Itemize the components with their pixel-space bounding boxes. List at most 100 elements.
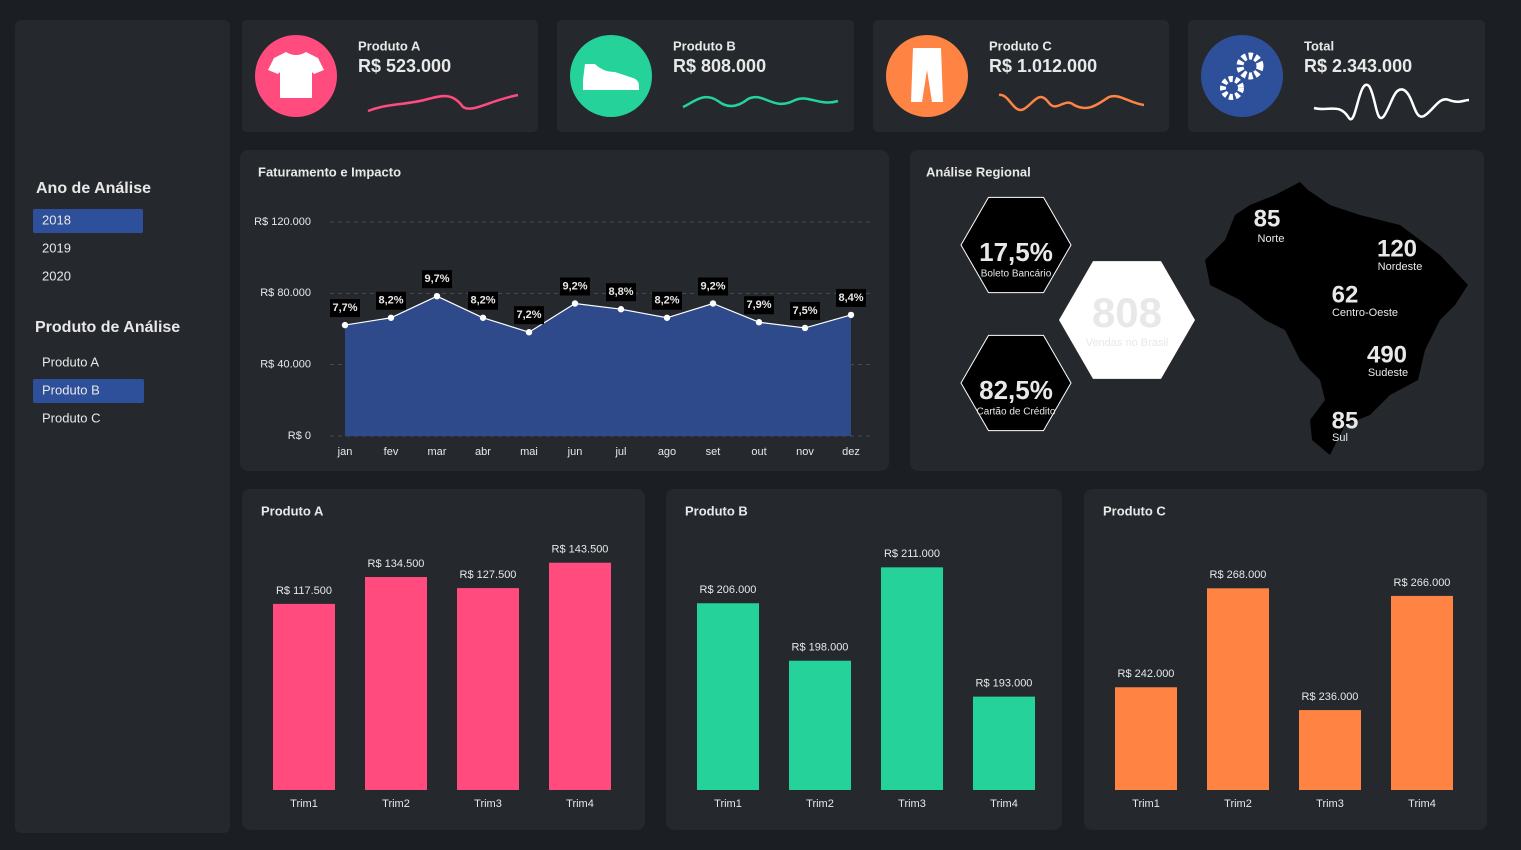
bar-label: R$ 236.000 <box>1302 691 1359 703</box>
bar <box>273 603 335 790</box>
region-name: Centro-Oeste <box>1332 307 1398 319</box>
x-tick-label: Trim3 <box>1316 798 1344 810</box>
x-tick-label: Trim1 <box>714 798 742 810</box>
kpi-name: Produto B <box>673 38 736 53</box>
x-tick-label: out <box>751 446 766 458</box>
x-tick-label: fev <box>384 446 399 458</box>
bar-panel <box>666 489 1062 830</box>
x-tick-label: jul <box>614 446 626 458</box>
x-tick-label: Trim2 <box>382 798 410 810</box>
region-name: Sudeste <box>1368 367 1408 379</box>
product-option[interactable]: Produto B <box>42 382 100 397</box>
bar <box>1391 595 1453 790</box>
point <box>801 324 809 332</box>
kpi-icon <box>1220 76 1244 100</box>
chart-title: Produto A <box>261 503 324 518</box>
kpi-icon-bg <box>886 35 968 117</box>
bar-label: R$ 198.000 <box>792 642 849 654</box>
bar <box>1207 588 1269 790</box>
x-tick-label: Trim4 <box>566 798 594 810</box>
product-option[interactable]: Produto C <box>42 410 101 425</box>
x-tick-label: mai <box>520 446 538 458</box>
brazil-map <box>1205 182 1468 455</box>
year-selected[interactable] <box>33 209 143 233</box>
region-value: 85 <box>1332 407 1359 434</box>
annotation-bg <box>744 296 774 315</box>
kpi-sparkline <box>682 95 839 109</box>
x-tick-label: Trim3 <box>474 798 502 810</box>
kpi-name: Produto A <box>358 38 421 53</box>
bar-label: R$ 127.500 <box>460 569 517 581</box>
region-name: Nordeste <box>1378 261 1423 273</box>
kpi-value: R$ 523.000 <box>358 56 451 76</box>
point <box>755 319 763 326</box>
kpi-icon <box>911 48 943 102</box>
annotation: 9,2% <box>700 280 725 292</box>
region-name: Sul <box>1332 432 1348 444</box>
bar <box>1299 710 1361 790</box>
annotation: 7,2% <box>516 309 541 321</box>
bar <box>549 562 611 790</box>
kpi-icon <box>583 64 639 90</box>
year-option[interactable]: 2020 <box>42 268 71 283</box>
kpi-value: R$ 2.343.000 <box>1304 56 1412 76</box>
annotation: 8,2% <box>378 295 403 307</box>
kpi-sparkline <box>1313 83 1470 121</box>
total-label: Vendas no Brasil <box>1086 337 1169 349</box>
x-tick-label: ago <box>658 446 676 458</box>
line <box>344 295 852 333</box>
x-tick-label: Trim4 <box>1408 798 1436 810</box>
chart-title: Produto B <box>685 503 748 518</box>
region-value: 120 <box>1377 235 1417 262</box>
annotation-bg <box>560 277 590 296</box>
year-option[interactable]: 2019 <box>42 240 71 255</box>
annotation: 8,4% <box>838 292 863 304</box>
x-tick-label: Trim4 <box>990 798 1018 810</box>
bar-label: R$ 206.000 <box>700 584 757 596</box>
bar <box>365 576 427 790</box>
bar <box>973 696 1035 790</box>
point <box>571 300 579 307</box>
annotation-bg <box>514 306 544 325</box>
area <box>345 296 851 436</box>
point <box>387 314 395 321</box>
x-tick-label: set <box>706 446 721 458</box>
annotation-bg <box>790 301 820 320</box>
annotation: 7,9% <box>746 299 771 311</box>
annotation-bg <box>422 270 452 289</box>
region-value: 490 <box>1367 341 1407 368</box>
annotation: 8,8% <box>608 286 633 298</box>
bar <box>1115 687 1177 790</box>
kpi-value: R$ 1.012.000 <box>989 56 1097 76</box>
bar <box>789 660 851 790</box>
year-title: Ano de Análise <box>36 180 151 197</box>
payment-hex <box>960 334 1072 432</box>
x-tick-label: Trim2 <box>806 798 834 810</box>
annotation: 8,2% <box>654 295 679 307</box>
kpi-name: Produto C <box>989 38 1052 53</box>
x-tick-label: mar <box>428 446 447 458</box>
bar <box>881 567 943 790</box>
bar <box>457 588 519 790</box>
x-tick-label: jan <box>337 446 353 458</box>
product-selected[interactable] <box>33 379 144 403</box>
annotation-bg <box>836 288 866 307</box>
annotation-bg <box>652 291 682 310</box>
kpi-sparkline <box>998 93 1145 112</box>
kpi-name: Total <box>1304 38 1334 53</box>
bar-label: R$ 117.500 <box>276 585 332 597</box>
total-hex <box>1059 261 1195 379</box>
kpi-icon <box>1236 52 1264 80</box>
annotation-bg <box>376 291 406 310</box>
annotation: 8,2% <box>470 295 495 307</box>
y-tick-label: R$ 0 <box>288 430 311 442</box>
region-value: 85 <box>1254 205 1281 232</box>
year-option[interactable]: 2018 <box>42 212 71 227</box>
x-tick-label: dez <box>842 446 860 458</box>
payment-label: Cartão de Crédito <box>977 407 1056 418</box>
product-option[interactable]: Produto A <box>42 354 99 369</box>
y-tick-label: R$ 40.000 <box>260 359 311 371</box>
bar <box>697 603 759 790</box>
x-tick-label: jun <box>567 446 583 458</box>
x-tick-label: Trim2 <box>1224 798 1252 810</box>
